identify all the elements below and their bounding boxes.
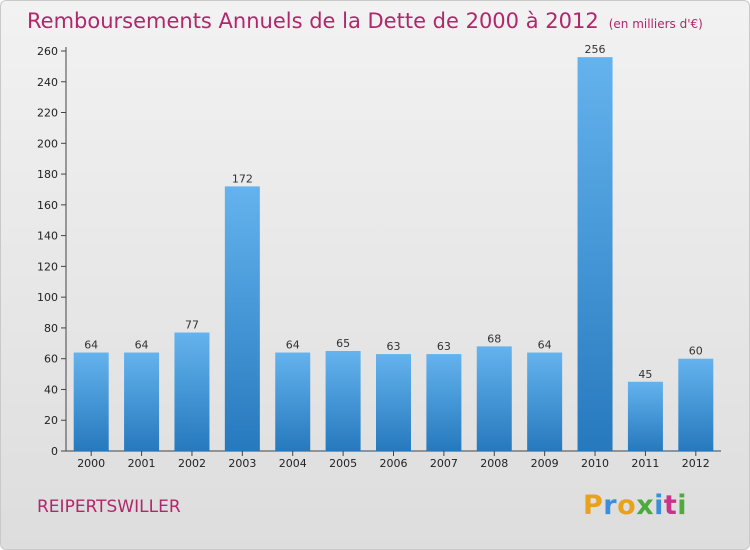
bar (426, 354, 462, 451)
y-tick-label: 240 (37, 76, 58, 89)
x-tick-label: 2011 (631, 457, 659, 470)
bar (376, 354, 411, 451)
y-tick-label: 100 (37, 291, 58, 304)
logo-letter: t (663, 490, 678, 521)
x-tick-label: 2009 (531, 457, 559, 470)
bar (527, 352, 563, 451)
data-label: 64 (135, 339, 149, 352)
data-label: 63 (437, 340, 451, 353)
bar (275, 352, 311, 451)
bar (73, 352, 109, 451)
data-label: 65 (336, 337, 350, 350)
y-tick-label: 200 (37, 137, 58, 150)
x-tick-label: 2004 (279, 457, 307, 470)
logo-letter: r (603, 490, 618, 521)
y-tick-label: 80 (44, 322, 58, 335)
y-tick-label: 140 (37, 230, 58, 243)
y-tick-label: 260 (37, 45, 58, 58)
x-tick-label: 2000 (77, 457, 105, 470)
data-label: 256 (585, 43, 606, 56)
bar (678, 358, 714, 451)
x-tick-label: 2002 (178, 457, 206, 470)
y-tick-label: 160 (37, 199, 58, 212)
x-tick-label: 2010 (581, 457, 609, 470)
logo-letter: P (583, 490, 604, 521)
y-tick-label: 120 (37, 260, 58, 273)
data-label: 64 (84, 339, 98, 352)
bar (476, 346, 512, 451)
chart-title-text: Remboursements Annuels de la Dette de 20… (27, 9, 599, 33)
bar (325, 351, 361, 451)
x-tick-label: 2008 (480, 457, 508, 470)
logo-letter: i (677, 490, 688, 521)
y-tick-label: 60 (44, 353, 58, 366)
bar (124, 352, 160, 451)
bar (577, 57, 613, 452)
data-label: 64 (286, 339, 300, 352)
x-tick-label: 2007 (430, 457, 458, 470)
bar (174, 332, 210, 451)
data-label: 68 (487, 332, 501, 345)
data-label: 63 (387, 340, 401, 353)
x-tick-label: 2012 (682, 457, 710, 470)
y-tick-label: 0 (51, 445, 58, 458)
unit-note: (en milliers d'€) (608, 17, 703, 31)
x-tick-label: 2003 (228, 457, 256, 470)
logo-letter: i (654, 490, 664, 521)
y-tick-label: 180 (37, 168, 58, 181)
x-tick-label: 2006 (380, 457, 408, 470)
y-tick-label: 20 (44, 414, 58, 427)
y-tick-label: 40 (44, 383, 58, 396)
data-label: 45 (638, 368, 652, 381)
bar (627, 381, 663, 451)
x-tick-label: 2001 (128, 457, 156, 470)
data-label: 172 (232, 172, 253, 185)
logo-letter: o (617, 490, 637, 521)
data-label: 77 (185, 319, 199, 332)
data-label: 64 (538, 339, 552, 352)
y-tick-label: 220 (37, 107, 58, 120)
data-label: 60 (689, 345, 703, 358)
proxiti-logo: Proxiti (583, 490, 687, 521)
town-name: REIPERTSWILLER (37, 497, 181, 517)
chart-title: Remboursements Annuels de la Dette de 20… (27, 9, 703, 33)
logo-letter: x (636, 490, 655, 521)
x-tick-label: 2005 (329, 457, 357, 470)
bar (224, 186, 260, 451)
